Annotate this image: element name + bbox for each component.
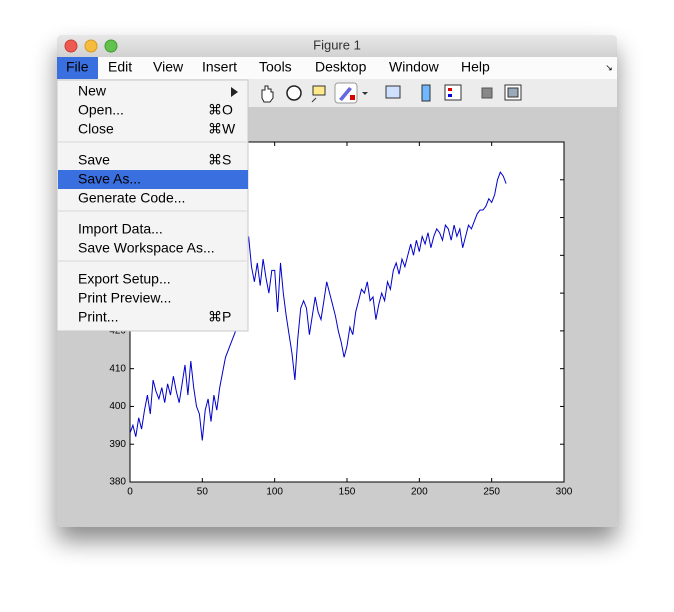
menu-option[interactable]: Export Setup...: [78, 271, 171, 287]
y-tick-label: 400: [109, 401, 126, 412]
toolbar-icons: [261, 82, 522, 104]
link-plot[interactable]: [385, 85, 401, 99]
menu-option[interactable]: Save As...: [78, 171, 141, 187]
menu-item[interactable]: Help: [461, 59, 490, 75]
pan-tool[interactable]: [261, 85, 274, 103]
window-title: Figure 1: [313, 37, 361, 52]
menu-shortcut: ⌘P: [208, 309, 231, 325]
file-menu: [56, 79, 249, 332]
menu-item[interactable]: Edit: [108, 59, 132, 75]
menu-shortcut: ⌘W: [208, 121, 236, 137]
hide-plot-tools[interactable]: [481, 87, 493, 99]
x-tick-label: 300: [556, 487, 573, 498]
minimize-button[interactable]: [84, 39, 98, 53]
x-tick-label: 100: [266, 487, 283, 498]
menu-item[interactable]: View: [153, 59, 184, 75]
menu-option[interactable]: Generate Code...: [78, 190, 185, 206]
y-tick-label: 410: [109, 363, 126, 374]
menu-item[interactable]: Window: [389, 59, 440, 75]
title-bar: [57, 35, 617, 57]
menu-option[interactable]: Save: [78, 152, 110, 168]
file-menu-items: New Open... ⌘O Close ⌘W Save ⌘S Save As... Gener…: [58, 83, 248, 325]
colorbar[interactable]: [421, 84, 431, 102]
zoom-button[interactable]: [104, 39, 118, 53]
x-tick-label: 200: [411, 487, 428, 498]
menu-option[interactable]: Print...: [78, 309, 118, 325]
menu-option[interactable]: Import Data...: [78, 221, 163, 237]
menu-option[interactable]: Save Workspace As...: [78, 240, 215, 256]
legend[interactable]: [444, 84, 462, 101]
rotate-tool[interactable]: [286, 85, 302, 101]
menu-highlight: [57, 57, 98, 79]
x-tick-label: 150: [339, 487, 356, 498]
menu-option[interactable]: Open...: [78, 102, 124, 118]
menu-bar: [57, 57, 617, 79]
close-button[interactable]: [64, 39, 78, 53]
menu-shortcut: ⌘O: [208, 102, 233, 118]
menu-option[interactable]: New: [78, 83, 107, 99]
x-tick-label: 250: [483, 487, 500, 498]
menu-highlight: [58, 170, 248, 189]
dock-icon[interactable]: ↘: [605, 62, 613, 72]
y-tick-label: 380: [109, 477, 126, 488]
submenu-arrow: [231, 87, 238, 97]
data-line: [130, 171, 507, 441]
menu-option[interactable]: Close: [78, 121, 114, 137]
data-cursor[interactable]: [311, 85, 326, 103]
menu-item[interactable]: Insert: [202, 59, 237, 75]
x-tick-label: 50: [197, 487, 209, 498]
menu-item[interactable]: Tools: [259, 59, 292, 75]
menubar-items: File Edit View Insert Tools Desktop Window Help: [66, 59, 490, 75]
x-tick-label: 0: [127, 487, 133, 498]
menu-option[interactable]: Print Preview...: [78, 290, 171, 306]
menu-item[interactable]: File: [66, 59, 89, 75]
y-tick-label: 390: [109, 439, 126, 450]
menu-item[interactable]: Desktop: [315, 59, 367, 75]
menu-shortcut: ⌘S: [208, 152, 231, 168]
brush-dropdown[interactable]: [362, 92, 368, 95]
